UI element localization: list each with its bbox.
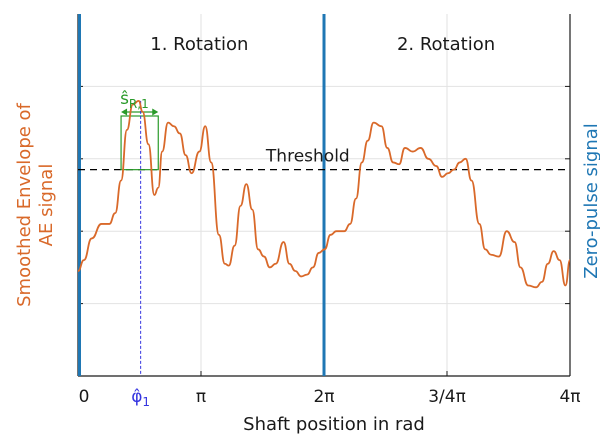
x-tick-label: 3/4π <box>428 387 466 407</box>
marks <box>77 14 571 376</box>
s-hat-label: ŝR,1 <box>120 89 149 111</box>
x-tick-label: 4π <box>559 387 580 407</box>
s-hat-box <box>120 115 159 171</box>
y-axis-label-left: Smoothed Envelope of AE signal <box>14 102 57 306</box>
y-axis-label-left-line: Smoothed Envelope of <box>14 102 35 306</box>
x-tick-label: 2π <box>313 387 334 407</box>
rotation-label: 1. Rotation <box>150 34 248 55</box>
rotation-label: 2. Rotation <box>397 34 495 55</box>
s-hat-arrowhead-right <box>152 108 159 116</box>
y-axis-label-left-line: AE signal <box>36 164 57 247</box>
y-axis-label-right: Zero-pulse signal <box>581 123 600 279</box>
s-hat-arrowhead-left <box>121 108 128 116</box>
phi-hat-label: φ̂1 <box>131 387 150 409</box>
x-tick-label: π <box>196 387 206 407</box>
labels: 0 π 2π 3/4π 4π φ̂1 ŝR,1 1. Rotation 2. Rotation T… <box>14 34 600 435</box>
x-axis-label: Shaft position in rad <box>243 414 425 435</box>
x-tick-label: 0 <box>79 387 90 407</box>
signal-line <box>77 99 571 289</box>
threshold-label: Threshold <box>265 147 350 167</box>
